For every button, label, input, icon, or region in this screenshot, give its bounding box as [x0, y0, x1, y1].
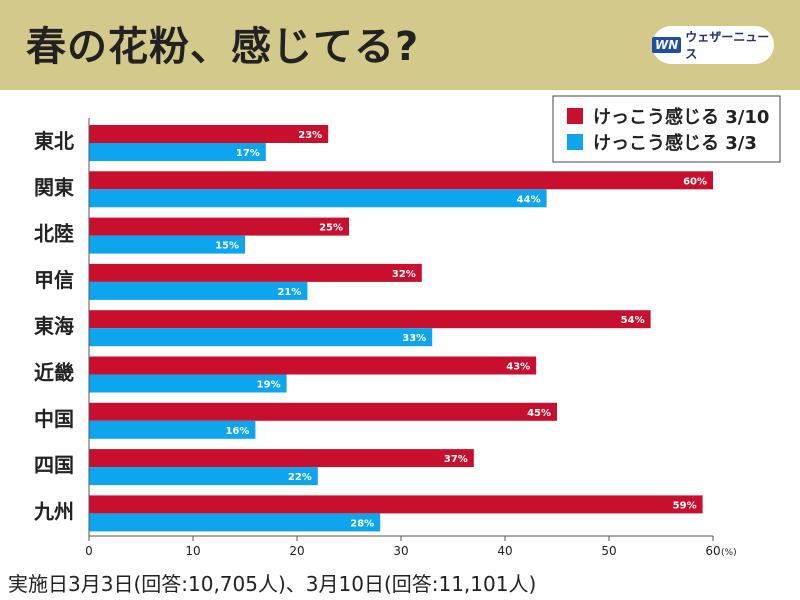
bar [89, 310, 651, 329]
bar [89, 189, 547, 208]
bar-value-label: 33% [402, 333, 426, 344]
category-label: 東北 [34, 129, 74, 153]
bar-value-label: 45% [527, 408, 551, 419]
bar [89, 513, 381, 532]
legend-label: けっこう感じる 3/3 [593, 132, 757, 154]
legend-label: けっこう感じる 3/10 [593, 106, 769, 128]
bar-value-label: 23% [298, 130, 322, 141]
bar-value-label: 60% [683, 176, 707, 187]
bar-chart: 東北 23% 17% 関東 60% 44% 北陸 25% 15% 甲信 32% 21% 東海 54% 33%… [33, 95, 781, 558]
x-tick-label: 20 [289, 544, 304, 558]
x-tick-label: 50 [601, 544, 616, 558]
brand-logo: WN ウェザーニュース [652, 26, 774, 64]
bar-value-label: 15% [215, 241, 239, 252]
bar-value-label: 28% [350, 518, 374, 529]
category-label: 中国 [34, 407, 74, 431]
x-tick-label: 60 [705, 544, 720, 558]
bar [89, 374, 287, 393]
category-label: 四国 [34, 453, 74, 477]
x-unit-label: (%) [721, 548, 737, 558]
bar-value-label: 32% [392, 269, 416, 280]
bar [89, 143, 266, 161]
bar-value-label: 54% [621, 315, 645, 326]
bar-value-label: 37% [444, 454, 468, 465]
bar [89, 402, 557, 421]
bar [89, 495, 703, 514]
bar-value-label: 21% [277, 287, 301, 298]
header-bar: 春の花粉、感じてる? WN ウェザーニュース [0, 0, 800, 90]
brand-mark-icon: WN [652, 37, 682, 53]
category-label: 近畿 [34, 361, 74, 385]
bar [89, 420, 256, 439]
bar-value-label: 16% [225, 426, 249, 437]
bar-value-label: 25% [319, 223, 343, 234]
category-label: 九州 [33, 499, 74, 523]
bar-value-label: 22% [288, 472, 312, 483]
page-title: 春の花粉、感じてる? [26, 24, 420, 70]
legend-box [552, 95, 781, 163]
survey-footnote: 実施日3月3日(回答:10,705人)、3月10日(回答:11,101人) [8, 572, 537, 596]
bar-value-label: 44% [517, 194, 541, 205]
x-tick-label: 0 [85, 544, 93, 558]
category-label: 東海 [34, 314, 74, 338]
bar-value-label: 17% [236, 148, 260, 159]
bar [89, 217, 349, 236]
bar [89, 263, 422, 282]
bar [89, 328, 433, 347]
bar-value-label: 43% [506, 362, 530, 373]
bar-value-label: 19% [257, 380, 281, 391]
brand-name: ウェザーニュース [685, 30, 770, 61]
bar [89, 467, 318, 486]
bar-value-label: 59% [673, 500, 697, 511]
bar [89, 281, 308, 300]
x-tick-label: 30 [393, 544, 408, 558]
category-label: 甲信 [34, 268, 74, 292]
bar [89, 125, 329, 143]
x-tick-label: 40 [497, 544, 512, 558]
bar [89, 356, 537, 375]
category-label: 関東 [34, 175, 74, 199]
legend-swatch [567, 134, 583, 150]
bar [89, 449, 474, 468]
category-label: 北陸 [34, 222, 74, 246]
bar [89, 235, 245, 254]
x-tick-label: 10 [185, 544, 200, 558]
legend-swatch [567, 108, 583, 124]
bar [89, 171, 713, 190]
